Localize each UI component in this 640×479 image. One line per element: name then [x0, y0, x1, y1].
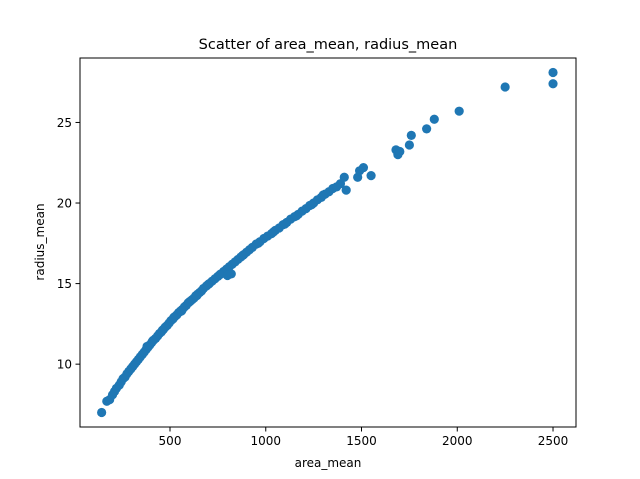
data-point	[341, 185, 351, 195]
data-point	[358, 162, 369, 173]
y-axis-ticks: 10 15 20 25	[57, 116, 80, 372]
data-point	[318, 190, 328, 200]
y-tick-label: 25	[57, 116, 72, 130]
data-point	[454, 106, 464, 116]
y-tick-label: 10	[57, 358, 72, 372]
x-tick-label: 1500	[346, 434, 377, 448]
data-point	[280, 219, 290, 229]
data-point	[339, 172, 349, 182]
data-point	[148, 336, 158, 346]
data-point	[548, 67, 558, 78]
data-point	[548, 79, 558, 89]
data-point	[215, 270, 225, 280]
data-point	[406, 130, 416, 140]
data-point	[268, 227, 279, 237]
data-point	[422, 124, 432, 134]
data-point	[238, 250, 248, 260]
x-tick-label: 2500	[538, 434, 569, 448]
data-point	[184, 297, 194, 307]
data-point	[203, 279, 213, 289]
data-point	[97, 407, 107, 418]
data-point	[291, 211, 301, 221]
data-point	[192, 291, 202, 301]
x-tick-label: 2000	[442, 434, 473, 448]
plot-frame	[79, 57, 577, 428]
chart-title: Scatter of area_mean, radius_mean	[199, 37, 458, 53]
x-axis-ticks: 500 1000 1500 2000 2500	[159, 427, 569, 448]
data-point	[226, 269, 236, 279]
data-points	[97, 67, 558, 418]
data-point	[176, 306, 187, 316]
x-tick-label: 500	[159, 434, 182, 448]
data-point	[307, 200, 317, 210]
x-axis-label: area_mean	[295, 456, 362, 470]
x-tick-label: 1000	[250, 434, 281, 448]
data-point	[157, 325, 167, 335]
data-point	[169, 312, 179, 323]
data-point	[142, 341, 152, 352]
y-tick-label: 20	[57, 197, 72, 211]
data-point	[429, 114, 439, 124]
y-axis-label: radius_mean	[33, 203, 47, 280]
data-point	[404, 140, 414, 150]
data-point	[366, 171, 376, 181]
data-point	[395, 146, 405, 157]
y-tick-label: 15	[57, 277, 72, 291]
data-point	[253, 238, 263, 248]
data-point	[500, 82, 510, 92]
